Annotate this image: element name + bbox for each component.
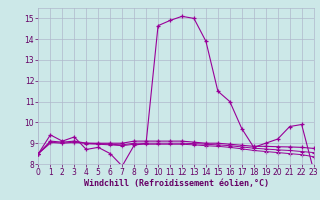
X-axis label: Windchill (Refroidissement éolien,°C): Windchill (Refroidissement éolien,°C)	[84, 179, 268, 188]
